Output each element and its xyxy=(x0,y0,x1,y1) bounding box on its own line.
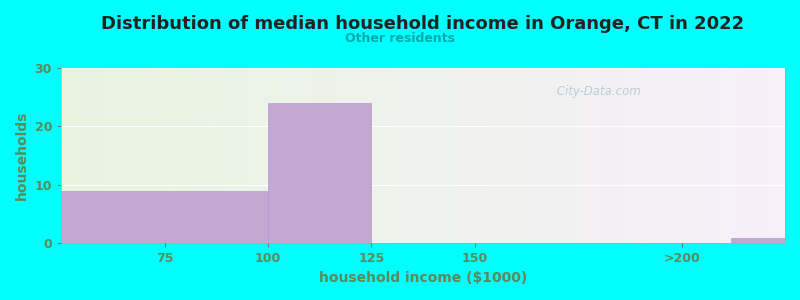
Y-axis label: households: households xyxy=(15,111,29,200)
Title: Distribution of median household income in Orange, CT in 2022: Distribution of median household income … xyxy=(102,15,745,33)
Bar xyxy=(268,103,371,243)
Text: Other residents: Other residents xyxy=(345,32,455,44)
X-axis label: household income ($1000): household income ($1000) xyxy=(319,271,527,285)
Bar xyxy=(61,191,268,243)
Bar xyxy=(731,238,785,243)
Text: City-Data.com: City-Data.com xyxy=(554,85,642,98)
